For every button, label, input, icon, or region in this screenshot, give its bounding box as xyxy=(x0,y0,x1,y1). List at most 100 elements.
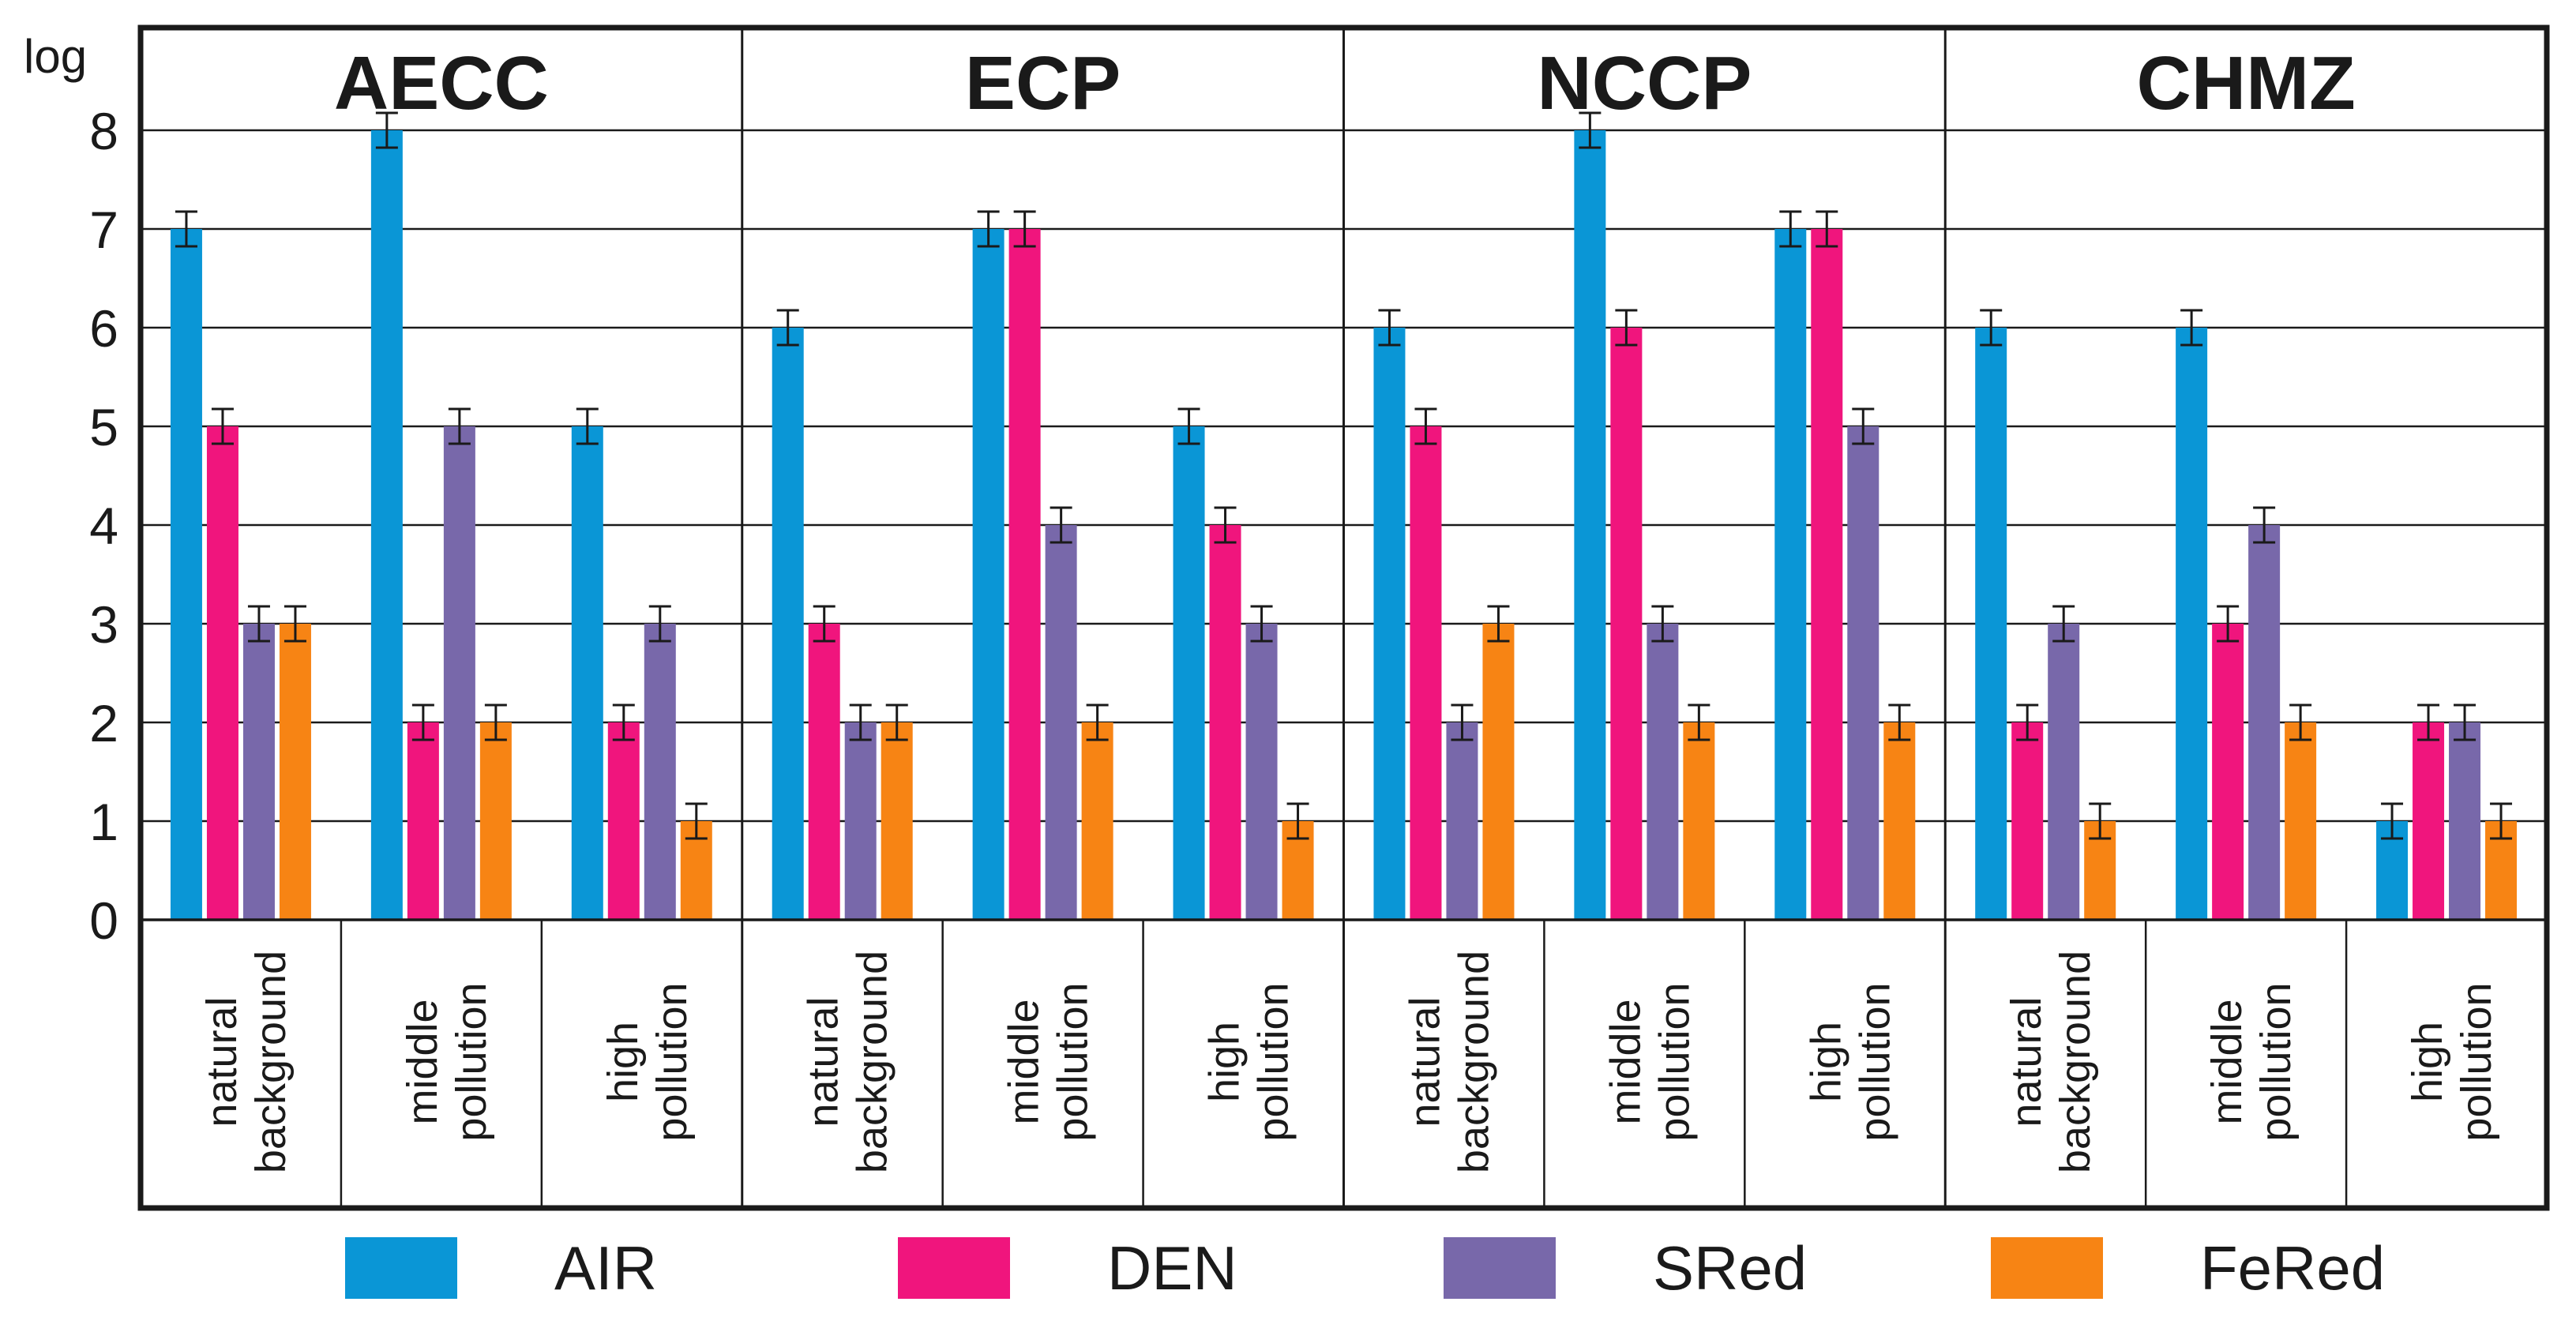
plot-frame xyxy=(137,24,2550,1211)
category-label-line: pollution xyxy=(648,982,696,1141)
category-label: highpollution xyxy=(1802,982,1898,1141)
panel-title: ECP xyxy=(965,41,1121,126)
y-tick-label: 2 xyxy=(89,694,118,752)
legend-swatch-fered xyxy=(1991,1237,2103,1299)
category-label-line: pollution xyxy=(1851,982,1898,1141)
bar-air xyxy=(1774,229,1807,920)
bar-den xyxy=(1610,328,1643,920)
error-bar xyxy=(2289,703,2312,741)
category-label-line: background xyxy=(849,951,896,1173)
y-tick-label: 0 xyxy=(89,891,118,950)
error-bar xyxy=(2253,506,2276,544)
error-bar xyxy=(1852,407,1875,445)
legend-label: AIR xyxy=(554,1233,657,1303)
error-bar xyxy=(175,210,197,248)
error-bar xyxy=(284,605,306,643)
error-bar xyxy=(411,703,434,741)
error-bar xyxy=(2454,703,2476,741)
bar-fered xyxy=(1683,722,1715,920)
bar-air xyxy=(571,426,603,920)
category-label-line: pollution xyxy=(1250,982,1297,1141)
bar-den xyxy=(206,426,238,920)
legend-swatch-den xyxy=(898,1237,1010,1299)
error-bar xyxy=(977,210,1000,248)
bar-air xyxy=(772,328,804,920)
panel-title: CHMZ xyxy=(2136,41,2355,126)
y-tick-label: 3 xyxy=(89,595,118,654)
error-bar xyxy=(885,703,908,741)
bar-den xyxy=(2413,722,2445,920)
category-label-line: middle xyxy=(1602,999,1649,1124)
bar-sred xyxy=(2048,624,2080,920)
category-label: naturalbackground xyxy=(2003,951,2099,1173)
bar-den xyxy=(2212,624,2244,920)
bar-air xyxy=(170,229,202,920)
category-label-line: pollution xyxy=(1650,982,1698,1141)
category-label-line: high xyxy=(2404,1022,2451,1102)
error-bar xyxy=(2417,703,2440,741)
category-label-line: background xyxy=(247,951,295,1173)
category-label-line: natural xyxy=(800,996,847,1127)
bar-air xyxy=(1173,426,1205,920)
error-bar xyxy=(776,309,799,347)
error-bar xyxy=(576,407,599,445)
error-bar xyxy=(2381,802,2404,840)
error-bar xyxy=(484,703,507,741)
legend-swatch-air xyxy=(345,1237,457,1299)
bar-sred xyxy=(844,722,877,920)
category-label: middlepollution xyxy=(2203,982,2300,1141)
legend-label: SRed xyxy=(1653,1233,1807,1303)
category-label: middlepollution xyxy=(399,982,495,1141)
error-bar xyxy=(849,703,872,741)
bar-den xyxy=(1209,525,1241,920)
category-label: highpollution xyxy=(2404,982,2500,1141)
category-label: highpollution xyxy=(599,982,696,1141)
bar-den xyxy=(2011,722,2044,920)
bar-air xyxy=(1373,328,1406,920)
error-bar xyxy=(1487,605,1510,643)
bar-fered xyxy=(1482,624,1515,920)
bar-den xyxy=(1410,426,1442,920)
category-label: middlepollution xyxy=(1001,982,1097,1141)
bar-air xyxy=(1975,328,2007,920)
bar-den xyxy=(607,722,640,920)
error-bar xyxy=(1980,309,2003,347)
bar-sred xyxy=(242,624,275,920)
error-bar xyxy=(1250,605,1273,643)
frame-lines xyxy=(137,24,2550,1211)
panel-title: AECC xyxy=(334,41,549,126)
error-bar xyxy=(1050,506,1072,544)
bar-fered xyxy=(2285,722,2317,920)
bar-fered xyxy=(1081,722,1113,920)
category-label: middlepollution xyxy=(1602,982,1698,1141)
bar-sred xyxy=(644,624,676,920)
y-tick-label: 5 xyxy=(89,398,118,456)
bar-sred xyxy=(1647,624,1679,920)
category-label-line: middle xyxy=(399,999,446,1124)
error-bar xyxy=(448,407,471,445)
category-label-line: middle xyxy=(1001,999,1048,1124)
error-bar xyxy=(2490,802,2513,840)
bar-sred xyxy=(1245,624,1278,920)
category-label-line: background xyxy=(2052,951,2099,1173)
error-bar xyxy=(813,605,836,643)
category-label-line: natural xyxy=(2003,996,2050,1127)
category-label-line: middle xyxy=(2203,999,2251,1124)
category-label-line: natural xyxy=(1401,996,1448,1127)
bar-den xyxy=(808,624,840,920)
category-label-line: pollution xyxy=(2252,982,2300,1141)
error-bar xyxy=(211,407,234,445)
bar-sred xyxy=(2248,525,2281,920)
error-bar xyxy=(1086,703,1109,741)
bar-sred xyxy=(2449,722,2481,920)
error-bar xyxy=(1615,309,1638,347)
error-bar xyxy=(1579,111,1602,149)
category-label: naturalbackground xyxy=(198,951,295,1173)
category-label-line: pollution xyxy=(448,982,495,1141)
legend-label: FeRed xyxy=(2200,1233,2385,1303)
error-bar xyxy=(1286,802,1309,840)
category-label-line: high xyxy=(1201,1022,1249,1102)
error-bar xyxy=(1177,407,1200,445)
category-label-line: pollution xyxy=(1050,982,1097,1141)
